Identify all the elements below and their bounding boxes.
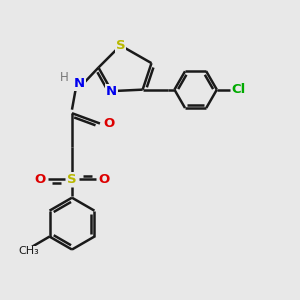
Text: N: N <box>106 85 117 98</box>
Text: N: N <box>74 77 85 90</box>
Text: O: O <box>99 173 110 186</box>
Text: O: O <box>34 173 45 186</box>
Text: S: S <box>67 173 77 186</box>
Text: S: S <box>116 39 125 52</box>
Text: O: O <box>103 117 114 130</box>
Text: H: H <box>60 71 69 84</box>
Text: CH₃: CH₃ <box>19 246 39 256</box>
Text: Cl: Cl <box>232 83 246 96</box>
